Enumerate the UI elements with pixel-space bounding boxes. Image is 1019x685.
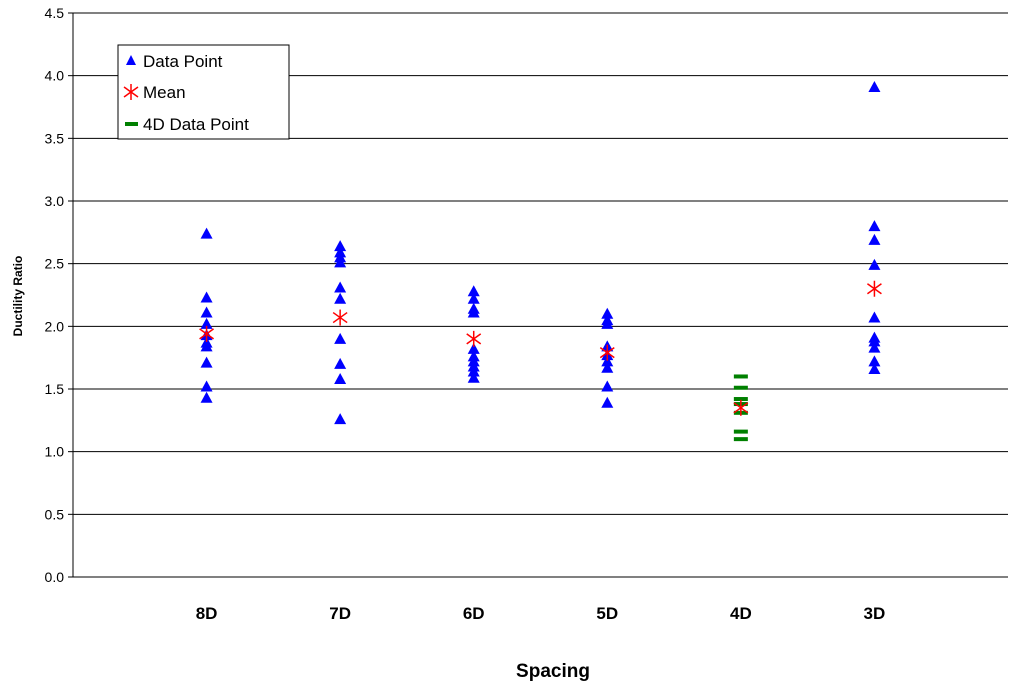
data-point-marker — [868, 355, 881, 367]
x-axis-label: Spacing — [516, 661, 590, 682]
data-point-marker — [467, 371, 480, 383]
data-point-marker — [200, 227, 213, 239]
data-point-marker — [200, 356, 213, 368]
legend-box — [117, 44, 290, 140]
data-point-marker — [334, 372, 347, 384]
data-point-marker — [868, 341, 881, 353]
y-tick-label: 0.0 — [45, 569, 65, 585]
4d-data-point-marker — [733, 385, 748, 390]
mean-marker — [866, 280, 882, 297]
y-tick-label: 0.5 — [45, 506, 65, 522]
y-tick-label: 2.0 — [45, 318, 65, 334]
data-point-marker — [601, 355, 614, 367]
x-tick-label: 5D — [596, 604, 618, 623]
x-tick-label: 8D — [196, 604, 218, 623]
y-axis-label: Ductility Ratio — [11, 256, 25, 337]
data-point-marker — [601, 361, 614, 373]
4d-data-point-marker — [733, 374, 748, 379]
x-tick-label: 6D — [463, 604, 485, 623]
data-point-marker — [334, 413, 347, 425]
data-point-marker — [200, 306, 213, 318]
data-point-marker — [467, 342, 480, 354]
4d-data-point-marker — [733, 429, 748, 434]
mean-marker — [733, 399, 749, 416]
data-point-marker — [334, 332, 347, 344]
legend-item-4d-data-point: 4D Data Point — [125, 115, 249, 134]
data-point-marker — [200, 340, 213, 352]
mean-marker — [599, 344, 615, 361]
data-point-marker — [467, 365, 480, 377]
x-tick-label: 4D — [730, 604, 752, 623]
data-point-marker — [868, 80, 881, 92]
data-point-marker — [334, 256, 347, 268]
data-point-marker — [868, 258, 881, 270]
data-point-marker — [467, 292, 480, 304]
legend-asterisk-marker — [123, 84, 139, 100]
y-tick-label: 1.0 — [45, 444, 65, 460]
data-point-marker — [467, 306, 480, 318]
y-tick-label: 3.0 — [45, 193, 65, 209]
x-tick-label: 7D — [329, 604, 351, 623]
data-marks — [199, 80, 882, 442]
y-tick-labels: 0.0 0.5 1.0 1.5 2.0 2.5 3.0 3.5 4.0 4.5 — [45, 5, 65, 585]
data-point-marker — [334, 357, 347, 369]
mean-marker — [466, 330, 482, 347]
legend: Data Point Mean 4D Data Point — [117, 44, 290, 140]
data-point-marker — [868, 362, 881, 374]
mean-marker — [332, 309, 348, 326]
data-point-marker — [868, 335, 881, 347]
data-point-marker — [334, 292, 347, 304]
4d-data-point-marker — [733, 397, 748, 402]
data-point-marker — [467, 285, 480, 297]
data-point-marker — [868, 311, 881, 323]
legend-label-4d-data-point: 4D Data Point — [143, 115, 249, 134]
y-tick-label: 4.0 — [45, 68, 65, 84]
legend-item-mean: Mean — [123, 83, 186, 102]
4d-data-point-marker — [733, 437, 748, 442]
data-point-marker — [601, 307, 614, 319]
legend-triangle-marker — [126, 55, 136, 65]
axes — [68, 12, 1008, 578]
data-point-marker — [334, 281, 347, 293]
data-point-marker — [200, 291, 213, 303]
data-point-marker — [601, 380, 614, 392]
y-tick-label: 3.5 — [45, 130, 65, 146]
y-tick-label: 4.5 — [45, 5, 65, 21]
data-point-marker — [601, 317, 614, 329]
x-tick-label: 3D — [864, 604, 886, 623]
legend-dash-marker — [125, 122, 138, 126]
data-point-marker — [868, 220, 881, 232]
y-tick-label: 1.5 — [45, 381, 65, 397]
y-tick-label: 2.5 — [45, 256, 65, 272]
legend-label-mean: Mean — [143, 83, 186, 102]
data-point-marker — [334, 240, 347, 252]
data-point-marker — [868, 233, 881, 245]
data-point-marker — [601, 396, 614, 408]
mean-marker — [199, 325, 215, 342]
data-point-marker — [200, 317, 213, 329]
x-category-labels: 8D 7D 6D 5D 4D 3D — [196, 604, 886, 623]
data-point-marker — [200, 380, 213, 392]
legend-label-data-point: Data Point — [143, 52, 223, 71]
legend-item-data-point: Data Point — [126, 52, 223, 71]
data-point-marker — [200, 391, 213, 403]
